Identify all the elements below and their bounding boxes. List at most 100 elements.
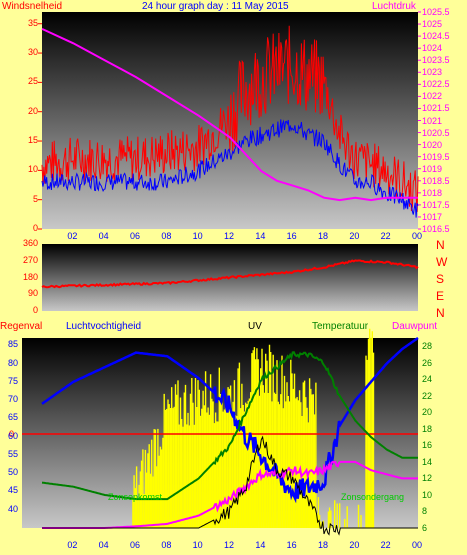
temp-tick-16: 16 xyxy=(422,440,433,451)
temp-tick-28: 28 xyxy=(422,341,433,352)
wind-tick-35: 35 xyxy=(27,17,38,28)
series-pressure xyxy=(41,27,418,202)
temperature-label: Temperatuur xyxy=(312,321,369,332)
uv-label: UV xyxy=(248,321,262,332)
hour-tick-p3-16: 16 xyxy=(286,540,297,550)
temp-tick-24: 24 xyxy=(422,374,433,385)
hour-tick-p1-06: 06 xyxy=(130,231,141,241)
pressure-tick-1020.5: 1020.5 xyxy=(422,127,450,138)
hour-tick-p1-16: 16 xyxy=(286,231,297,241)
pressure-tick-1017.5: 1017.5 xyxy=(422,199,450,210)
hour-tick-p3-04: 04 xyxy=(98,540,109,550)
direction-tick-180: 180 xyxy=(22,271,38,282)
hour-tick-p3-02: 02 xyxy=(67,540,78,550)
rain-zero-tick: 0 xyxy=(9,429,15,439)
humidity-tick-65: 65 xyxy=(7,412,18,423)
hour-tick-p1-04: 04 xyxy=(98,231,109,241)
pressure-tick-1017: 1017 xyxy=(422,211,443,222)
hour-tick-p1-02: 02 xyxy=(67,231,78,241)
temp-tick-10: 10 xyxy=(422,489,433,500)
hour-tick-p1-14: 14 xyxy=(255,231,266,241)
series-humidity xyxy=(41,336,419,504)
pressure-label: Luchtdruk xyxy=(372,1,416,12)
pressure-tick-1025: 1025 xyxy=(422,19,443,30)
temp-tick-8: 8 xyxy=(422,506,428,517)
humidity-tick-75: 75 xyxy=(7,375,18,386)
hour-tick-p3-22: 22 xyxy=(380,540,391,550)
humidity-tick-80: 80 xyxy=(7,357,18,368)
hour-tick-p1-00: 00 xyxy=(412,231,423,241)
hour-tick-p3-00: 00 xyxy=(412,540,423,550)
humidity-tick-45: 45 xyxy=(7,485,18,496)
humidity-tick-60: 60 xyxy=(7,430,18,441)
series-temperature xyxy=(41,351,418,501)
rain-label: Regenval xyxy=(0,321,43,332)
direction-tick-0: 0 xyxy=(32,305,38,315)
pressure-tick-1024.5: 1024.5 xyxy=(422,31,450,42)
series-wind-direction xyxy=(41,259,419,289)
sunset-label: Zonsondergang xyxy=(341,492,405,502)
pressure-tick-1024: 1024 xyxy=(422,43,443,54)
direction-tick-270: 270 xyxy=(22,254,38,265)
series-uv xyxy=(42,435,418,536)
temp-tick-22: 22 xyxy=(422,390,433,401)
pressure-tick-1019.5: 1019.5 xyxy=(422,151,450,162)
hour-tick-p3-20: 20 xyxy=(349,540,360,550)
hour-tick-p3-06: 06 xyxy=(130,540,141,550)
temp-tick-26: 26 xyxy=(422,357,433,368)
temp-tick-20: 20 xyxy=(422,407,433,418)
wind-tick-5: 5 xyxy=(32,193,38,204)
wind-tick-15: 15 xyxy=(27,135,38,146)
hour-tick-p1-12: 12 xyxy=(224,231,235,241)
pressure-tick-1021: 1021 xyxy=(422,115,443,126)
hour-tick-p1-22: 22 xyxy=(380,231,391,241)
direction-tick-360: 360 xyxy=(22,238,38,248)
hour-tick-p1-10: 10 xyxy=(192,231,203,241)
compass-W-1: W xyxy=(436,255,448,269)
humidity-tick-50: 50 xyxy=(7,467,18,478)
wind-tick-25: 25 xyxy=(27,76,38,87)
humidity-tick-55: 55 xyxy=(7,448,18,459)
hour-tick-p1-08: 08 xyxy=(161,231,172,241)
wind-tick-0: 0 xyxy=(32,223,38,233)
pressure-tick-1022.5: 1022.5 xyxy=(422,79,450,90)
temp-tick-18: 18 xyxy=(422,423,433,434)
hour-tick-p1-20: 20 xyxy=(349,231,360,241)
chart-title: 24 hour graph day : 11 May 2015 xyxy=(142,1,289,12)
hour-tick-p3-18: 18 xyxy=(318,540,329,550)
pressure-tick-1019: 1019 xyxy=(422,163,443,174)
humidity-tick-85: 85 xyxy=(7,339,18,350)
pressure-tick-1018.5: 1018.5 xyxy=(422,175,450,186)
wind-speed-label: Windsnelheid xyxy=(2,1,63,12)
series-wind-average xyxy=(41,119,419,218)
hour-tick-p3-12: 12 xyxy=(224,540,235,550)
pressure-tick-1021.5: 1021.5 xyxy=(422,103,450,114)
wind-tick-20: 20 xyxy=(27,105,38,116)
hour-tick-p1-18: 18 xyxy=(318,231,329,241)
series-wind-gust xyxy=(41,25,419,212)
pressure-tick-1016.5: 1016.5 xyxy=(422,224,450,234)
pressure-tick-1023: 1023 xyxy=(422,67,443,78)
hour-tick-p3-10: 10 xyxy=(192,540,203,550)
wind-tick-30: 30 xyxy=(27,47,38,58)
humidity-label: Luchtvochtigheid xyxy=(66,321,142,332)
temp-tick-12: 12 xyxy=(422,473,433,484)
pressure-tick-1025.5: 1025.5 xyxy=(422,7,450,17)
compass-E-3: E xyxy=(436,289,445,303)
humidity-tick-70: 70 xyxy=(7,394,18,405)
compass-S-2: S xyxy=(436,272,445,286)
hour-tick-p3-14: 14 xyxy=(255,540,266,550)
pressure-tick-1018: 1018 xyxy=(422,187,443,198)
compass-N-0: N xyxy=(436,238,445,252)
wind-tick-10: 10 xyxy=(27,164,38,175)
compass-N-4: N xyxy=(436,306,445,320)
hour-tick-p3-08: 08 xyxy=(161,540,172,550)
pressure-tick-1022: 1022 xyxy=(422,91,443,102)
humidity-tick-40: 40 xyxy=(7,503,18,514)
dewpoint-label: Dauwpunt xyxy=(392,321,438,332)
direction-tick-90: 90 xyxy=(27,288,38,299)
sunrise-label: Zonsopkomst xyxy=(108,492,163,502)
pressure-tick-1023.5: 1023.5 xyxy=(422,55,450,66)
temp-tick-14: 14 xyxy=(422,456,433,467)
